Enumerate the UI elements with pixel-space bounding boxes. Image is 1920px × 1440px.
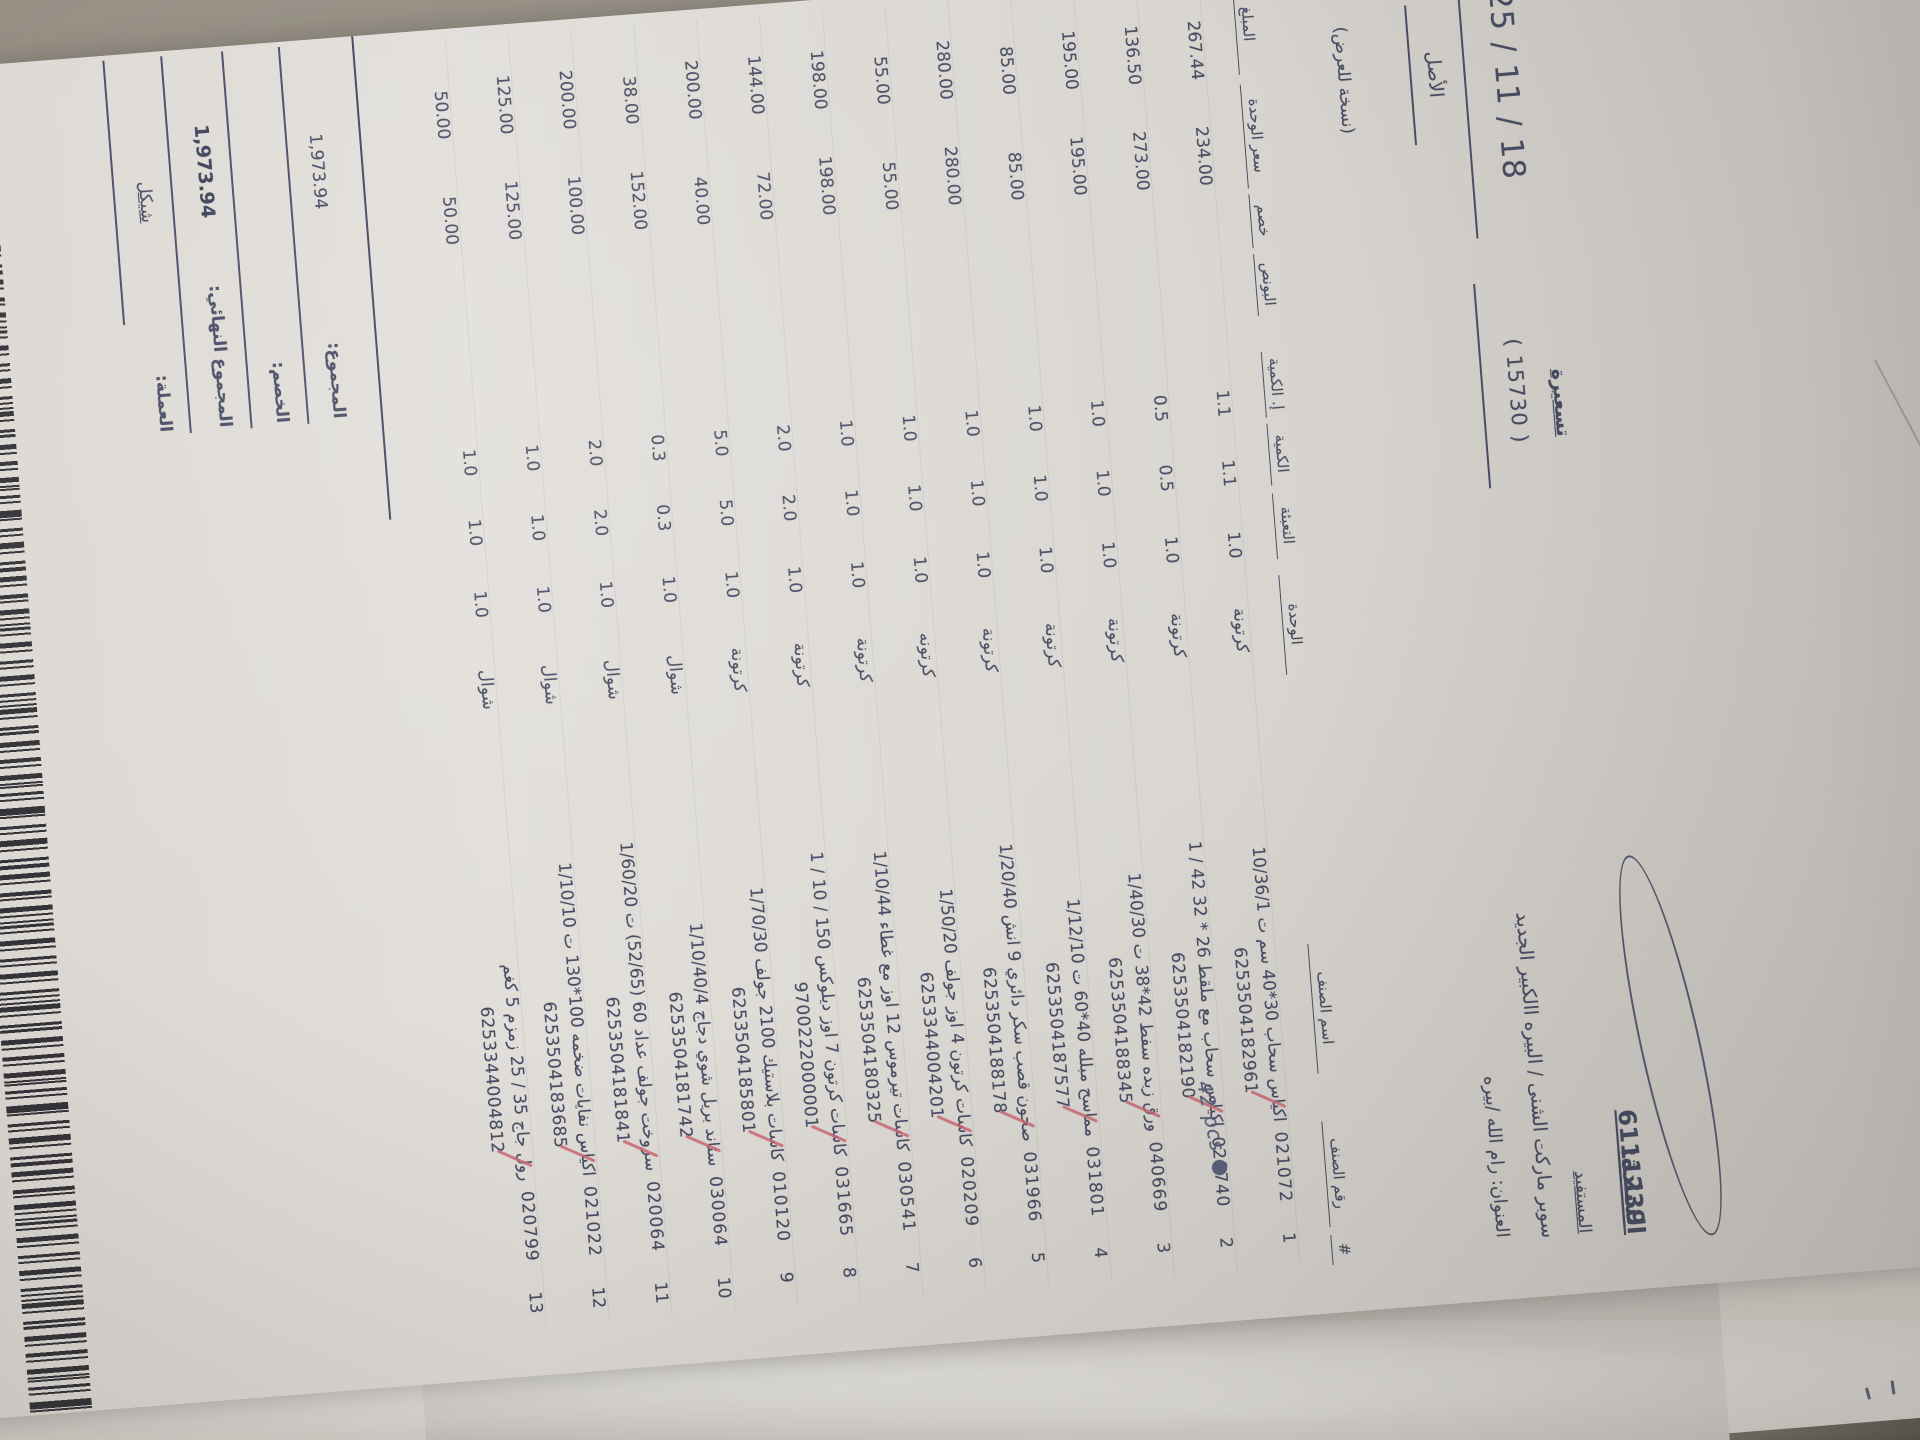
col-header-price: سعر الوحدة (1239, 82, 1270, 189)
col-header-bonus: البونص (1253, 252, 1280, 317)
sum-label: المجموع: (323, 341, 350, 420)
doc-date: 2025 / 11 / 18 (1477, 0, 1532, 181)
rule (1454, 0, 1479, 239)
address-line: العنوان: رام الله /بيره (1479, 1075, 1513, 1239)
col-header-unit: الوحدة (1278, 573, 1309, 675)
discount-label: الخصم: (267, 360, 293, 424)
currency-value: شيكل (133, 180, 158, 224)
col-header-amount: المبلغ (1231, 0, 1261, 75)
doc-number: ( 15730 ) (1500, 337, 1533, 445)
currency-label: العملة: (151, 374, 176, 433)
original-label: الأصل (1421, 50, 1448, 99)
col-header-pack: التعبئة (1271, 491, 1300, 560)
rule (1404, 5, 1418, 146)
rule (1473, 283, 1492, 489)
col-header-code: رقم الصنف (1321, 1119, 1352, 1228)
footer-barcode (0, 99, 93, 1416)
final-total-value: 1,973.94 (189, 123, 219, 219)
doc-type-title: تسعيرة (1547, 367, 1575, 438)
col-header-qty: الكمية (1266, 421, 1294, 486)
final-total-label: المجموع النهائي: (204, 284, 236, 429)
col-header-disc: خصم (1248, 192, 1275, 249)
col-header-name: اسم الصنف (1307, 942, 1340, 1074)
table-bottom-rule (351, 36, 392, 520)
col-header-qty2: إ. الكمية (1260, 350, 1288, 418)
sum-value: 1,973.94 (304, 132, 331, 210)
supplier-line: السادة: 6111239 (1612, 1108, 1650, 1235)
beneficiary-label: المستفيد (1570, 1169, 1595, 1234)
customer-name: سوبر ماركت الشنى / البيره االكبير الجديد (1511, 911, 1560, 1239)
supplier-number: 6111239 (1612, 1108, 1650, 1227)
rule (102, 60, 126, 326)
copy-label: (نسخة للعرض) (1329, 25, 1358, 135)
col-header-num: # (1330, 1233, 1355, 1266)
